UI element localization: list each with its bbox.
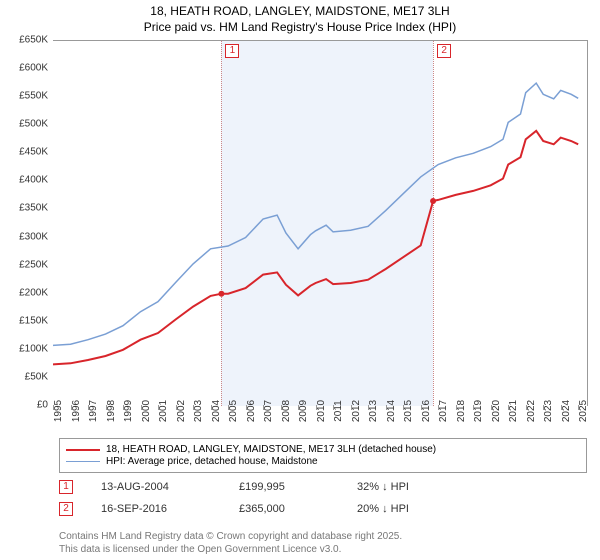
x-tick-label: 2020 (491, 400, 502, 422)
x-tick-label: 2016 (421, 400, 432, 422)
legend-item: HPI: Average price, detached house, Maid… (66, 456, 580, 467)
sale-row-date: 13-AUG-2004 (101, 481, 211, 493)
x-tick-label: 1999 (123, 400, 134, 422)
x-tick-label: 2007 (263, 400, 274, 422)
legend-swatch (66, 449, 100, 451)
sale-row-price: £365,000 (239, 503, 329, 515)
x-tick-label: 2002 (176, 400, 187, 422)
x-tick-label: 2003 (193, 400, 204, 422)
sale-row-date: 16-SEP-2016 (101, 503, 211, 515)
x-tick-label: 2006 (246, 400, 257, 422)
y-tick-label: £650K (0, 35, 48, 46)
sale-marker-label: 1 (225, 44, 239, 58)
x-tick-label: 2019 (473, 400, 484, 422)
x-axis: 1995199619971998199920002001200220032004… (53, 405, 587, 435)
footer: Contains HM Land Registry data © Crown c… (59, 530, 402, 556)
y-tick-label: £600K (0, 63, 48, 74)
sale-row-delta: 32% ↓ HPI (357, 481, 409, 493)
footer-line1: Contains HM Land Registry data © Crown c… (59, 530, 402, 543)
y-tick-label: £0 (0, 400, 48, 411)
y-tick-label: £400K (0, 175, 48, 186)
legend-text: 18, HEATH ROAD, LANGLEY, MAIDSTONE, ME17… (106, 444, 436, 455)
legend-text: HPI: Average price, detached house, Maid… (106, 456, 318, 467)
title-line1: 18, HEATH ROAD, LANGLEY, MAIDSTONE, ME17… (0, 4, 600, 20)
y-tick-label: £500K (0, 119, 48, 130)
y-tick-label: £550K (0, 91, 48, 102)
y-tick-label: £350K (0, 203, 48, 214)
chart-title: 18, HEATH ROAD, LANGLEY, MAIDSTONE, ME17… (0, 0, 600, 35)
x-tick-label: 2005 (228, 400, 239, 422)
x-tick-label: 2024 (561, 400, 572, 422)
x-tick-label: 2000 (141, 400, 152, 422)
x-tick-label: 1996 (71, 400, 82, 422)
x-tick-label: 2013 (368, 400, 379, 422)
x-tick-label: 2010 (316, 400, 327, 422)
chart-svg (53, 41, 587, 406)
series-line (53, 83, 578, 345)
y-tick-label: £150K (0, 315, 48, 326)
chart-plot-area (53, 40, 588, 406)
series-line (53, 131, 578, 365)
y-tick-label: £200K (0, 287, 48, 298)
x-tick-label: 1995 (53, 400, 64, 422)
y-tick-label: £100K (0, 343, 48, 354)
y-tick-label: £450K (0, 147, 48, 158)
x-tick-label: 2025 (578, 400, 589, 422)
x-tick-label: 1997 (88, 400, 99, 422)
x-tick-label: 2004 (211, 400, 222, 422)
legend-swatch (66, 461, 100, 462)
x-tick-label: 2023 (543, 400, 554, 422)
sale-row: 2 16-SEP-2016 £365,000 20% ↓ HPI (59, 502, 409, 516)
x-tick-label: 2008 (281, 400, 292, 422)
sale-dot (218, 291, 224, 297)
sale-row-delta: 20% ↓ HPI (357, 503, 409, 515)
x-tick-label: 2017 (438, 400, 449, 422)
x-tick-label: 2011 (333, 400, 344, 422)
x-tick-label: 2014 (386, 400, 397, 422)
title-line2: Price paid vs. HM Land Registry's House … (0, 20, 600, 36)
x-tick-label: 2018 (456, 400, 467, 422)
x-tick-label: 2015 (403, 400, 414, 422)
y-tick-label: £50K (0, 371, 48, 382)
x-tick-label: 2021 (508, 400, 519, 422)
sale-row-price: £199,995 (239, 481, 329, 493)
x-tick-label: 2012 (351, 400, 362, 422)
legend-item: 18, HEATH ROAD, LANGLEY, MAIDSTONE, ME17… (66, 444, 580, 455)
x-tick-label: 2001 (158, 400, 169, 422)
x-tick-label: 1998 (106, 400, 117, 422)
sale-dot (430, 198, 436, 204)
sale-row-number-box: 1 (59, 480, 73, 494)
sale-row: 1 13-AUG-2004 £199,995 32% ↓ HPI (59, 480, 409, 494)
y-tick-label: £250K (0, 259, 48, 270)
y-tick-label: £300K (0, 231, 48, 242)
sale-marker-label: 2 (437, 44, 451, 58)
x-tick-label: 2022 (526, 400, 537, 422)
sale-row-number-box: 2 (59, 502, 73, 516)
footer-line2: This data is licensed under the Open Gov… (59, 543, 402, 556)
x-tick-label: 2009 (298, 400, 309, 422)
legend: 18, HEATH ROAD, LANGLEY, MAIDSTONE, ME17… (59, 438, 587, 473)
